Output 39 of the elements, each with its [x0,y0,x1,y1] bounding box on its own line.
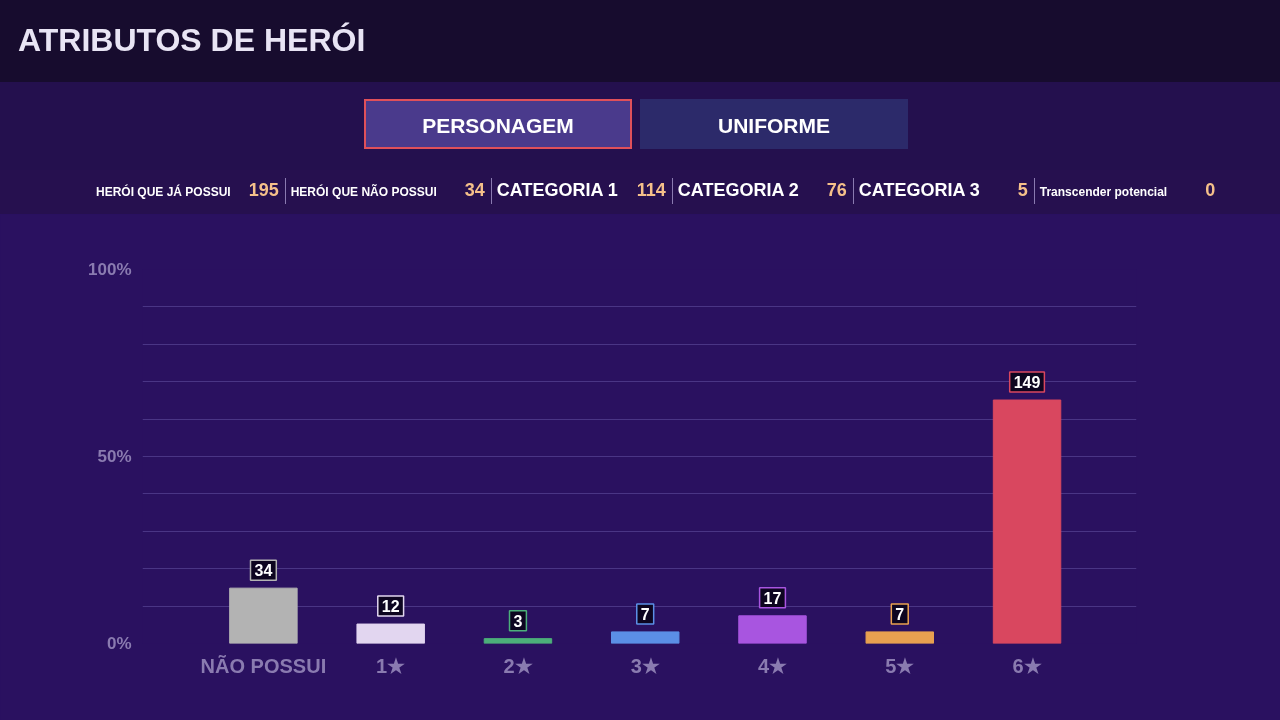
bar [483,638,553,644]
y-tick-label: 0% [106,634,132,653]
annotation: 34 [254,562,273,580]
text: 5 [1016,179,1028,202]
chart-title: ATRIBUTOS DE HERÓI [17,21,366,60]
annotation: 12 [381,598,400,616]
x-tick-label: 1★ [376,654,406,677]
text: 0 [1204,179,1216,202]
text: CATEGORIA 1 [496,180,618,200]
x-tick-label: NÃO POSSUI [200,654,327,677]
annotation: 17 [763,589,782,607]
text: CATEGORIA 2 [677,180,799,200]
x-tick-label: 5★ [885,654,915,677]
x-tick-label: 2★ [503,654,533,677]
text: Transcender potencial [1039,185,1168,199]
text: HERÓI QUE JÁ POSSUI [96,185,231,199]
x-tick-label: 3★ [630,654,660,677]
bar [992,399,1062,644]
bar [611,631,680,644]
annotation: 7 [640,605,650,623]
annotation: 7 [895,605,905,623]
bar [865,631,934,644]
y-tick-label: 100% [88,260,132,279]
text: 34 [463,179,485,202]
bar [738,615,807,644]
x-tick-label: 6★ [1012,654,1042,677]
text: CATEGORIA 3 [858,180,980,200]
annotation: 149 [1013,374,1041,392]
y-tick-label: 50% [97,447,132,466]
text: 76 [825,179,847,202]
text: 114 [635,179,666,202]
bar [229,587,298,644]
text: UNIFORME [640,99,908,149]
text: 195 [247,179,279,202]
x-tick-label: 4★ [757,654,788,677]
bar [356,623,425,644]
annotation: 3 [513,612,523,630]
text: HERÓI QUE NÃO POSSUI [290,185,437,199]
text: PERSONAGEM [364,99,632,149]
